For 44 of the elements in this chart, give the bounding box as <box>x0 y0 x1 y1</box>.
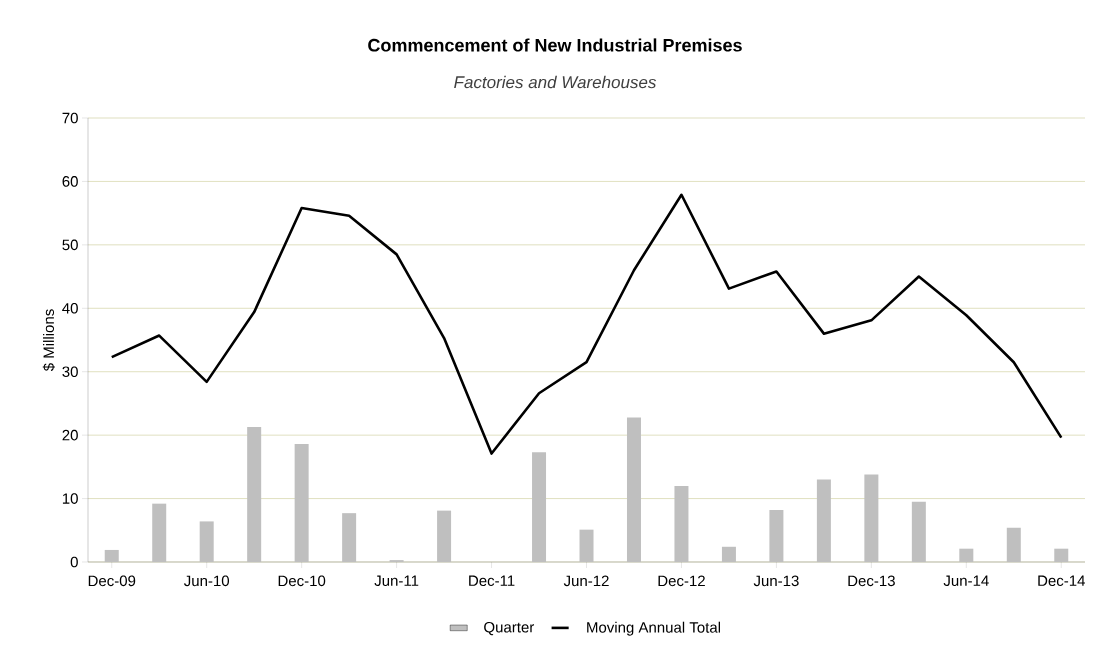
y-tick-label: 70 <box>62 112 78 124</box>
line-series <box>110 193 1063 455</box>
y-tick-label: 40 <box>62 302 78 314</box>
bar <box>247 426 262 562</box>
x-tick-label: Dec-13 <box>848 575 895 587</box>
x-tick-label: Dec-09 <box>88 575 136 587</box>
y-tick-label: 30 <box>62 366 78 378</box>
bar <box>769 509 784 562</box>
x-tick-label: Jun-11 <box>374 575 419 586</box>
x-tick-label: Dec-10 <box>278 575 326 587</box>
x-tick-label: Jun-12 <box>563 575 609 587</box>
bar <box>152 503 167 562</box>
x-tick-label: Jun-13 <box>753 575 799 587</box>
y-axis-title: $ Millions <box>42 309 55 372</box>
x-tick-label: Jun-14 <box>943 575 989 586</box>
y-tick-label: 20 <box>62 429 78 441</box>
y-tick-label: 50 <box>62 239 78 251</box>
bar <box>199 521 214 562</box>
bar <box>342 513 357 562</box>
bar <box>104 549 119 562</box>
legend-label: Quarter <box>484 621 535 636</box>
bar <box>674 485 689 562</box>
bar <box>294 444 309 562</box>
y-tick-label: 10 <box>62 493 78 504</box>
bar <box>437 510 452 562</box>
x-tick-label: Dec-14 <box>1038 575 1086 586</box>
x-tick-label: Dec-11 <box>469 575 515 586</box>
y-tick-label: 60 <box>62 176 78 187</box>
bar <box>721 546 736 562</box>
bar <box>911 501 926 562</box>
bar <box>816 479 831 562</box>
bar <box>864 474 879 562</box>
chart-title: Commencement of New Industrial Premises <box>368 38 742 52</box>
bar <box>1054 548 1069 562</box>
bar <box>1006 527 1021 562</box>
bar <box>959 548 974 562</box>
x-tick-label: Jun-10 <box>184 575 230 587</box>
x-tick-label: Dec-12 <box>658 575 705 587</box>
chart-subtitle: Factories and Warehouses <box>454 75 657 89</box>
y-tick-label: 0 <box>70 556 78 568</box>
bar <box>626 417 641 562</box>
legend-label: Moving Annual Total <box>587 621 721 636</box>
bar <box>579 529 594 562</box>
bar <box>532 452 547 562</box>
